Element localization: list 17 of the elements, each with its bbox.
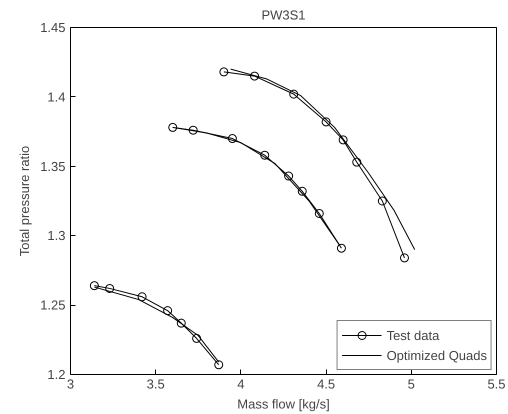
x-tick-label: 4 — [237, 376, 245, 392]
y-tick-label: 1.2 — [47, 367, 66, 382]
y-tick-label: 1.45 — [40, 20, 66, 35]
legend-label: Optimized Quads — [386, 348, 487, 362]
y-tick-label: 1.4 — [47, 89, 66, 104]
x-tick-label: 5.5 — [487, 376, 506, 392]
chart-title: PW3S1 — [261, 8, 306, 22]
x-tick-label: 4.5 — [317, 376, 336, 392]
y-tick-label: 1.35 — [40, 158, 66, 174]
x-axis-title: Mass flow [kg/s] — [237, 396, 330, 412]
x-tick-label: 3 — [66, 376, 74, 392]
legend-label: Test data — [386, 328, 440, 342]
y-tick-label: 1.25 — [40, 298, 66, 313]
y-tick-label: 1.3 — [47, 228, 66, 244]
x-tick-label: 5 — [408, 376, 415, 392]
x-tick-label: 3.5 — [146, 376, 165, 392]
y-axis-title: Total pressure ratio — [17, 146, 32, 256]
